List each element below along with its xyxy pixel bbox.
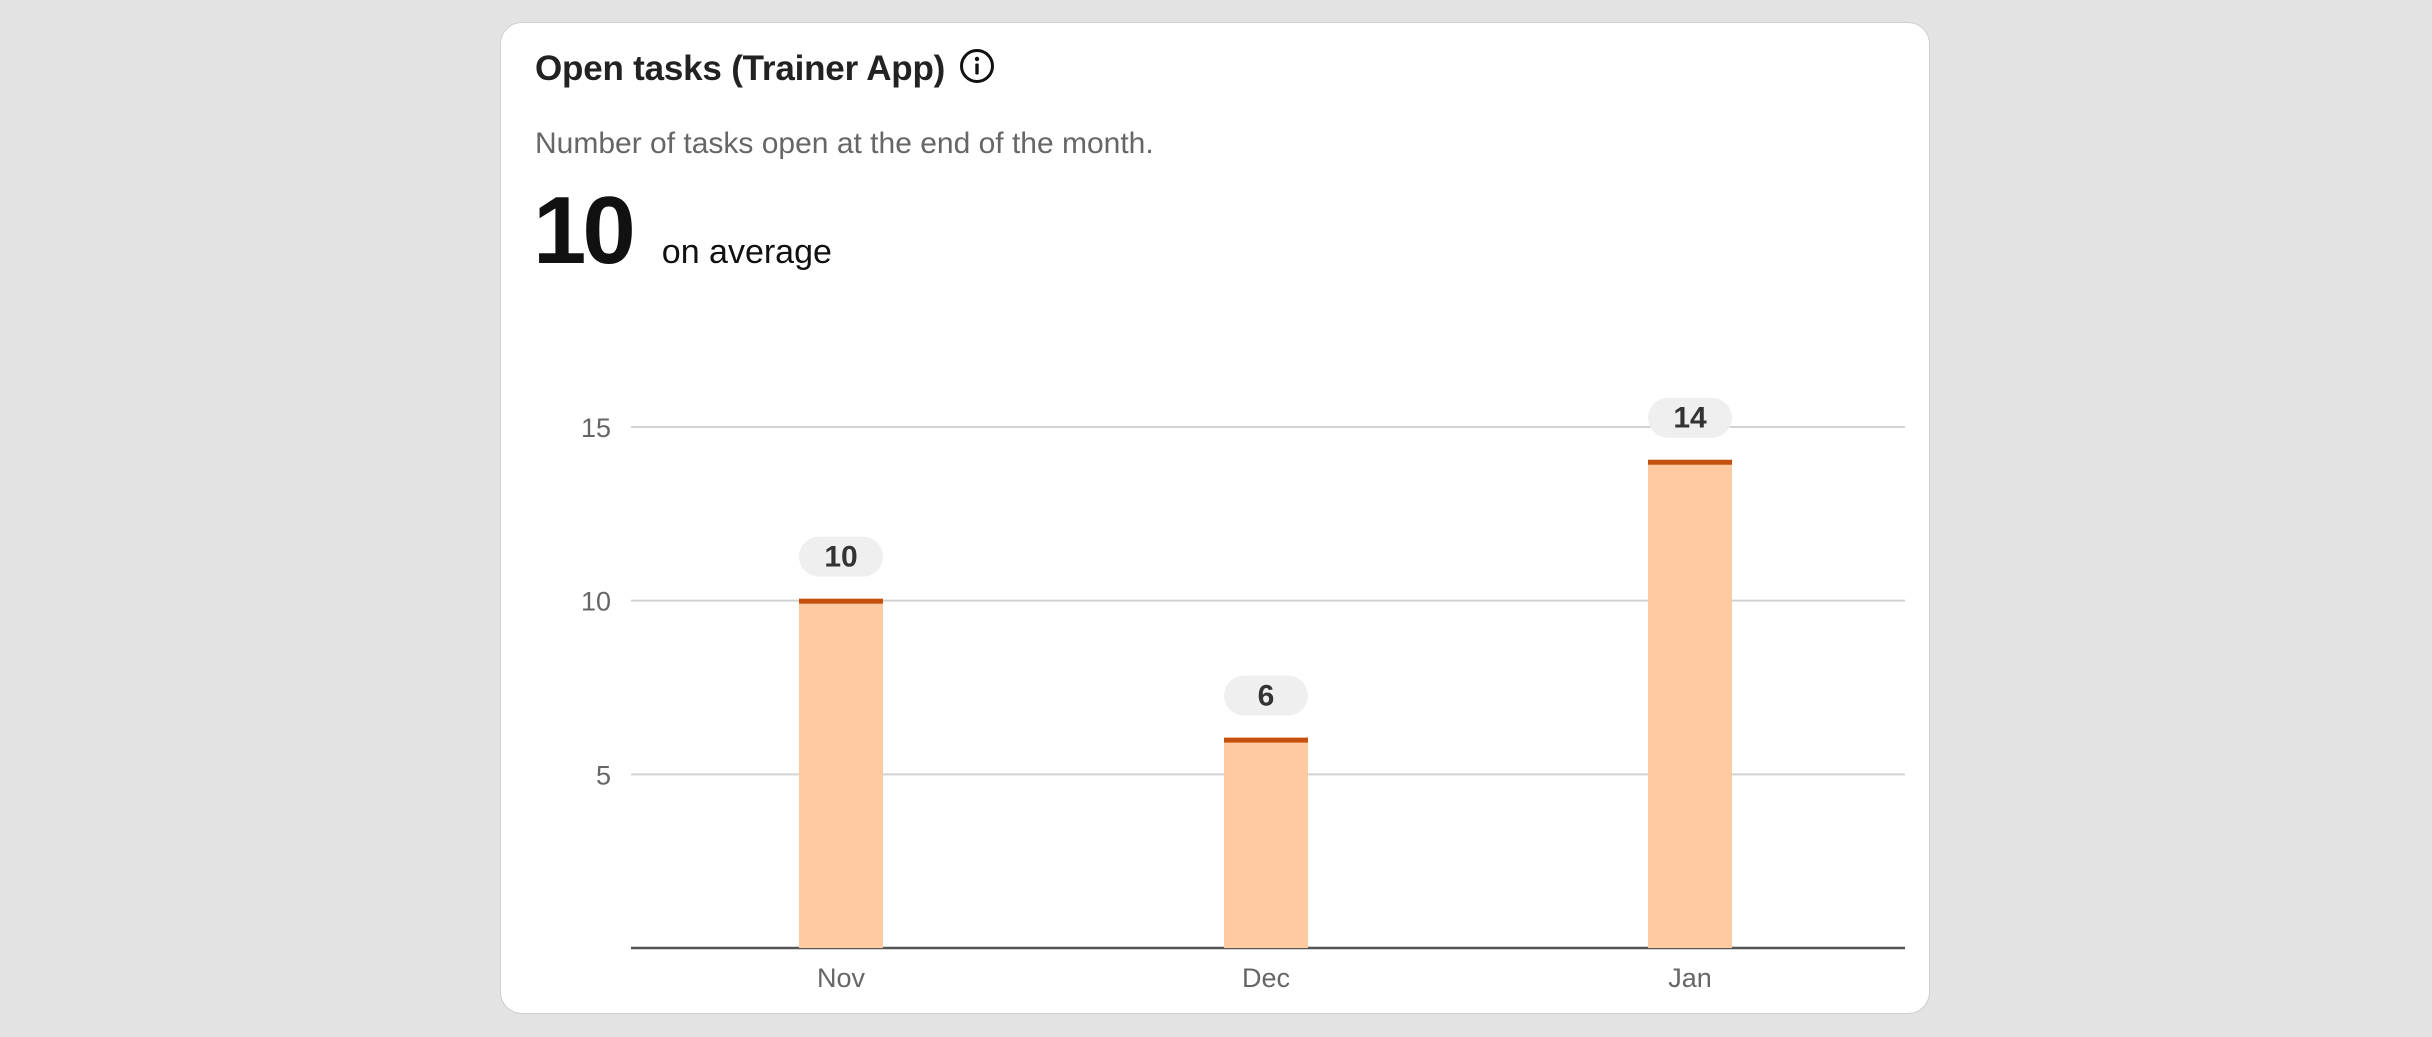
data-label-pill: [1648, 397, 1732, 438]
data-label: 10: [824, 541, 857, 574]
bar: [799, 600, 883, 948]
bar-top-line: [1224, 737, 1308, 743]
data-label: 6: [1258, 680, 1275, 713]
average-metric: 10 on average: [533, 183, 832, 279]
x-tick-label: Dec: [1242, 963, 1290, 993]
bar: [1648, 461, 1732, 948]
card-subtitle: Number of tasks open at the end of the m…: [535, 127, 1154, 160]
y-tick-label: 15: [581, 413, 611, 443]
x-tick-label: Jan: [1668, 963, 1712, 993]
card-header: Open tasks (Trainer App): [535, 49, 995, 89]
data-label-pill: [799, 536, 883, 577]
y-tick-label: 5: [596, 760, 611, 790]
bar-top-line: [799, 598, 883, 604]
average-label: on average: [661, 233, 832, 271]
card-title: Open tasks (Trainer App): [535, 49, 946, 88]
bar-top-line: [1648, 459, 1732, 465]
chart-card: Open tasks (Trainer App) Number of tasks…: [500, 22, 1930, 1014]
data-label-pill: [1224, 675, 1308, 716]
y-tick-label: 10: [581, 587, 611, 617]
bar-chart: 5 10 15 10 Nov 6 Dec 14 Jan: [581, 397, 1905, 993]
average-value: 10: [533, 177, 636, 284]
data-label: 14: [1673, 402, 1707, 435]
bar: [1224, 739, 1308, 948]
info-icon[interactable]: [959, 48, 995, 84]
x-tick-label: Nov: [817, 963, 866, 993]
